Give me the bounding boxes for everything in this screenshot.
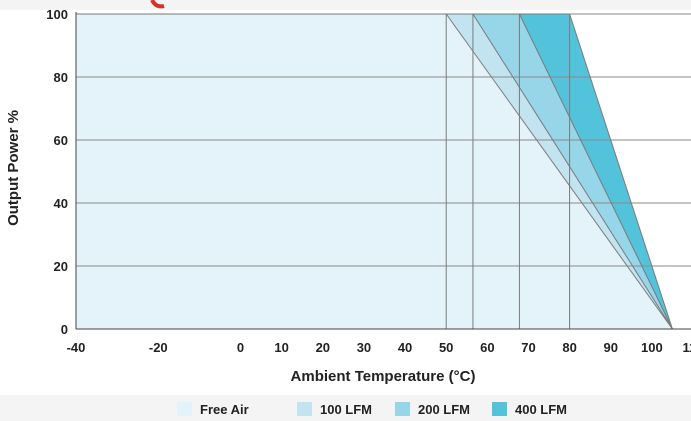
x-tick-label: 80 (562, 340, 576, 355)
x-tick-label: 20 (316, 340, 330, 355)
x-tick-label: -20 (149, 340, 168, 355)
y-axis-title: Output Power % (5, 110, 22, 226)
x-tick-label: 100 (641, 340, 663, 355)
x-tick-label: 110 (683, 340, 691, 355)
x-axis-title: Ambient Temperature (°C) (291, 368, 476, 385)
y-tick-label: 40 (54, 196, 68, 211)
x-tick-label: 60 (480, 340, 494, 355)
y-tick-label: 100 (46, 7, 68, 22)
legend-band (0, 395, 691, 421)
legend-item: 200 LFM (395, 402, 470, 417)
derating-line (472, 13, 673, 330)
x-tick-label: 40 (398, 340, 412, 355)
derating-line (569, 13, 673, 330)
legend-item: Free Air (177, 402, 249, 417)
plot-fill-layer (76, 14, 673, 329)
y-tick-label: 60 (54, 133, 68, 148)
legend-swatch (177, 402, 192, 416)
x-tick-label: 50 (439, 340, 453, 355)
legend-swatch (395, 402, 410, 416)
legend-swatch (297, 402, 312, 416)
x-tick-label: 0 (237, 340, 244, 355)
series-area-free-air (76, 14, 673, 329)
x-tick-label: 90 (603, 340, 617, 355)
x-tick-label: 10 (274, 340, 288, 355)
legend: Free Air 100 LFM 200 LFM 400 LFM (177, 402, 567, 417)
y-tick-label: 20 (54, 259, 68, 274)
x-tick-label: 70 (521, 340, 535, 355)
legend-label: 200 LFM (418, 402, 470, 417)
legend-label: 400 LFM (515, 402, 567, 417)
legend-item: 400 LFM (492, 402, 567, 417)
derating-line (518, 13, 673, 330)
x-tick-label: 30 (357, 340, 371, 355)
y-tick-label: 0 (61, 322, 68, 337)
legend-swatch (492, 402, 507, 416)
legend-item: 100 LFM (297, 402, 372, 417)
legend-label: Free Air (200, 402, 249, 417)
top-band (0, 0, 691, 10)
x-tick-label: -40 (67, 340, 86, 355)
legend-label: 100 LFM (320, 402, 372, 417)
y-tick-label: 80 (54, 70, 68, 85)
derating-line (445, 13, 673, 330)
header-accent-mark (150, 0, 165, 9)
plot-lines-layer (76, 13, 673, 330)
axes-layer: 0 20 40 60 80 100 -40 -20 0 10 20 30 40 50 60 70 80 90 100… (46, 7, 691, 355)
